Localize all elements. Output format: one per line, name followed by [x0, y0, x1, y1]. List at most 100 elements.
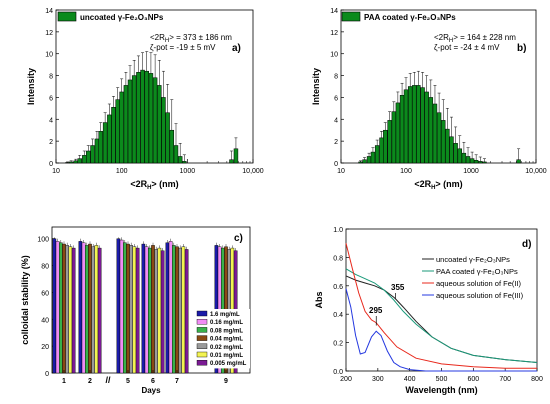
- legend-swatch-b: [341, 11, 361, 22]
- bar: [383, 129, 388, 164]
- plot-area-c: 0 20 40 60 80 100 1 2 5 6 7 9 // 1.6 mg/mL 0.16 mg/mL 0…: [20, 226, 251, 395]
- x-tick-label: 300: [372, 376, 384, 383]
- bar: [379, 137, 384, 164]
- bar: [432, 103, 438, 164]
- bar: [165, 112, 170, 164]
- bar: [436, 112, 442, 164]
- bar: [107, 114, 112, 164]
- bar: [78, 241, 83, 374]
- bar: [94, 138, 100, 164]
- x-tick-label: 10: [337, 168, 345, 175]
- y-tick-label: 2: [334, 139, 338, 146]
- y-tick-label: 0: [334, 161, 338, 168]
- bar: [169, 129, 175, 164]
- bar: [473, 160, 479, 164]
- y-tick-label: 1.0: [333, 227, 343, 234]
- bar: [465, 156, 471, 164]
- legend-swatch: [196, 360, 208, 366]
- legend-label: aqueous solution of Fe(III): [436, 291, 524, 300]
- bar: [140, 69, 145, 164]
- x-tick-label: 10,000: [242, 168, 264, 175]
- bar: [173, 145, 179, 164]
- bar: [52, 238, 57, 374]
- bar: [161, 97, 166, 164]
- series-line: [345, 288, 537, 372]
- bar: [86, 150, 91, 164]
- plot-frame: [345, 228, 538, 372]
- bar: [97, 247, 102, 374]
- y-axis-label: Intensity: [26, 68, 36, 105]
- bar: [420, 87, 425, 164]
- legend-label: 0.04 mg/mL: [210, 337, 243, 343]
- y-tick-label: 0.0: [333, 369, 343, 376]
- legend-swatch: [196, 335, 208, 341]
- bar: [366, 156, 372, 164]
- bar: [129, 245, 134, 374]
- axis-break: //: [105, 375, 111, 385]
- bar: [90, 145, 95, 164]
- y-tick-label: 12: [330, 30, 338, 37]
- x-tick-label: 700: [499, 376, 511, 383]
- bar: [135, 247, 140, 374]
- y-tick-label: 10: [330, 52, 338, 59]
- plot-area-a: 0 2 4 6 8 10 12 14 10 100 1000 10,000 Intensity <2RH>…: [26, 8, 264, 191]
- bar: [516, 159, 521, 164]
- bar: [374, 145, 380, 164]
- y-tick-label: 14: [330, 8, 338, 15]
- legend-label: PAA coated γ-Fe₂O₃NPs: [436, 267, 518, 276]
- bar: [233, 148, 239, 164]
- x-tick-label: 100: [116, 168, 128, 175]
- bar: [395, 102, 401, 164]
- y-tick-label: 40: [41, 317, 49, 324]
- bar: [229, 159, 234, 164]
- stat-zeta-a: ζ-pot = -19 ± 5 mV: [150, 43, 216, 52]
- panel-letter-a: a): [232, 43, 241, 54]
- x-tick-label: 200: [340, 376, 352, 383]
- y-tick-label: 0.8: [333, 255, 343, 262]
- legend-label: 0.08 mg/mL: [210, 328, 243, 334]
- y-tick-label: 12: [45, 30, 53, 37]
- bar: [141, 243, 146, 374]
- bar: [123, 85, 129, 164]
- y-tick-label: 6: [49, 95, 53, 102]
- bar: [154, 249, 159, 374]
- x-tick-label: 100: [400, 168, 412, 175]
- legend-label-a: uncoated γ-Fe₂O₃NPs: [80, 13, 164, 22]
- panel-letter-d: d): [522, 239, 531, 250]
- bar: [407, 86, 413, 164]
- bar: [445, 128, 450, 164]
- bar: [94, 245, 99, 374]
- x-tick-label: 7: [175, 378, 179, 385]
- bar: [116, 238, 121, 374]
- legend-label: 0.02 mg/mL: [210, 345, 243, 351]
- stat-size-b: <2RH> = 164 ± 228 nm: [434, 33, 516, 44]
- bar: [184, 249, 189, 374]
- bar: [77, 158, 82, 164]
- legend-label: uncoated γ-Fe₂O₃NPs: [436, 255, 510, 264]
- stat-size-a: <2RH> = 373 ± 186 nm: [150, 33, 232, 44]
- panel-d: 0.0 0.2 0.4 0.6 0.8 1.0 200 300 400 500 600 700 800 u…: [314, 227, 543, 395]
- y-tick-label: 80: [41, 264, 49, 271]
- panel-a: 0 2 4 6 8 10 12 14 10 100 1000 10,000 Intensity <2RH>…: [26, 8, 264, 191]
- bar: [65, 245, 69, 374]
- panel-letter-c: c): [234, 233, 243, 244]
- legend-swatch: [196, 351, 208, 358]
- x-tick-label: 9: [224, 378, 228, 385]
- x-axis-label: <2RH> (nm): [414, 179, 462, 191]
- bar: [370, 151, 376, 164]
- bar: [102, 122, 108, 164]
- bar: [449, 136, 454, 164]
- y-axis-label: colloidal stability (%): [20, 255, 30, 345]
- bar: [441, 120, 446, 164]
- bar: [171, 245, 176, 374]
- bar: [182, 161, 187, 164]
- bar: [160, 250, 165, 374]
- bar: [175, 246, 179, 374]
- bar: [122, 242, 127, 374]
- y-tick-label: 8: [49, 74, 53, 81]
- bar: [91, 246, 95, 374]
- bar: [391, 111, 397, 164]
- bar: [165, 242, 170, 374]
- bar: [88, 243, 92, 374]
- y-tick-label: 20: [41, 344, 49, 351]
